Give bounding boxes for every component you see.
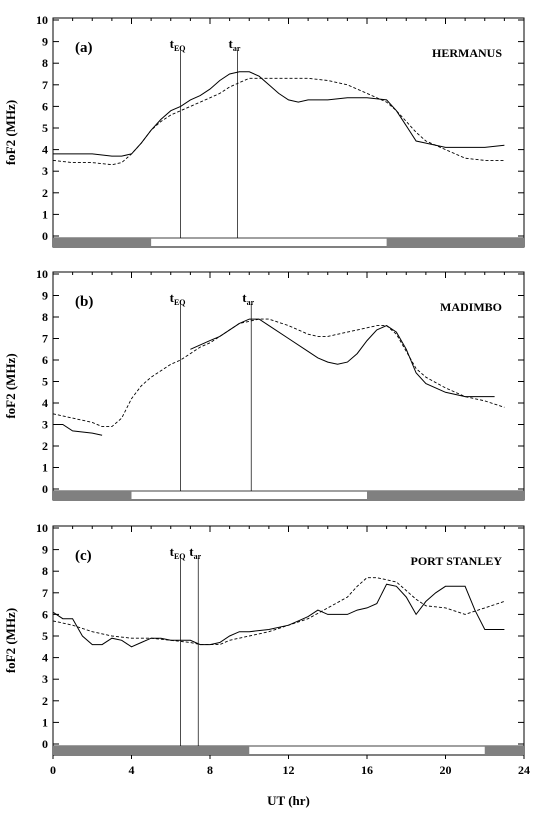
station-name: PORT STANLEY (411, 554, 503, 568)
y-axis-label: foF2 (MHz) (3, 608, 18, 673)
y-tick-label: 3 (42, 672, 48, 686)
y-tick-label: 3 (42, 418, 48, 432)
y-tick-label: 8 (42, 56, 48, 70)
t-eq-label: tEQ (170, 544, 186, 561)
y-tick-label: 4 (42, 651, 48, 665)
y-tick-label: 5 (42, 121, 48, 135)
x-tick-label: 8 (207, 763, 213, 777)
t-eq-label: tEQ (170, 36, 186, 53)
x-axis-label: UT (hr) (267, 793, 310, 808)
y-tick-label: 6 (42, 353, 48, 367)
y-tick-label: 2 (42, 186, 48, 200)
y-tick-label: 4 (42, 396, 48, 410)
y-tick-label: 5 (42, 629, 48, 643)
y-axis-label: foF2 (MHz) (3, 353, 18, 418)
series-line-dashed (52, 77, 505, 166)
night-bar (53, 238, 152, 247)
y-tick-label: 1 (42, 207, 48, 221)
station-name: MADIMBO (440, 300, 502, 314)
series-line-solid (52, 583, 505, 648)
y-tick-label: 3 (42, 164, 48, 178)
y-tick-label: 1 (42, 461, 48, 475)
panel-label: (c) (75, 548, 92, 564)
night-bar (484, 746, 524, 755)
y-tick-label: 9 (42, 35, 48, 49)
night-bar (367, 491, 524, 500)
y-tick-label: 0 (42, 482, 48, 496)
t-ar-label-main: t (229, 36, 234, 51)
t-ar-label-main: t (242, 290, 247, 305)
t-eq-label-main: t (170, 290, 175, 305)
t-eq-label: tEQ (170, 290, 186, 307)
y-tick-label: 6 (42, 99, 48, 113)
y-tick-label: 2 (42, 694, 48, 708)
panel-label: (b) (75, 294, 93, 310)
x-tick-label: 12 (283, 763, 295, 777)
t-eq-label-sub: EQ (174, 552, 186, 561)
y-axis-label: foF2 (MHz) (3, 100, 18, 165)
x-tick-label: 24 (518, 763, 530, 777)
y-tick-label: 2 (42, 439, 48, 453)
t-ar-label-sub: ar (194, 552, 202, 561)
x-tick-label: 0 (50, 763, 56, 777)
series-line-solid (190, 318, 495, 398)
y-tick-label: 7 (42, 78, 48, 92)
t-ar-label: tar (189, 544, 201, 561)
night-bar (53, 491, 132, 500)
y-tick-label: 10 (36, 521, 48, 535)
x-tick-label: 20 (440, 763, 452, 777)
y-tick-label: 1 (42, 715, 48, 729)
series-line-solid (53, 424, 103, 436)
y-tick-label: 10 (36, 267, 48, 281)
y-tick-label: 7 (42, 586, 48, 600)
t-ar-label-sub: ar (233, 44, 241, 53)
t-ar-label-sub: ar (247, 298, 255, 307)
t-eq-label-sub: EQ (174, 44, 186, 53)
t-ar-label: tar (242, 290, 254, 307)
y-tick-label: 0 (42, 737, 48, 751)
y-tick-label: 6 (42, 607, 48, 621)
night-bar (386, 238, 524, 247)
y-tick-label: 7 (42, 332, 48, 346)
y-tick-label: 0 (42, 229, 48, 243)
series-line-dashed (52, 577, 505, 646)
y-tick-label: 4 (42, 143, 48, 157)
y-tick-label: 8 (42, 564, 48, 578)
t-ar-label-main: t (189, 544, 194, 559)
y-tick-label: 9 (42, 543, 48, 557)
x-tick-label: 4 (129, 763, 135, 777)
y-tick-label: 10 (36, 13, 48, 27)
t-eq-label-main: t (170, 544, 175, 559)
y-tick-label: 9 (42, 289, 48, 303)
t-eq-label-main: t (170, 36, 175, 51)
series-line-solid (53, 71, 505, 157)
y-tick-label: 5 (42, 375, 48, 389)
t-ar-label: tar (229, 36, 241, 53)
panel-label: (a) (75, 40, 93, 56)
night-bar (53, 746, 250, 755)
series-line-dashed (52, 318, 505, 428)
y-tick-label: 8 (42, 310, 48, 324)
station-name: HERMANUS (432, 46, 502, 60)
t-eq-label-sub: EQ (174, 298, 186, 307)
x-tick-label: 16 (361, 763, 373, 777)
